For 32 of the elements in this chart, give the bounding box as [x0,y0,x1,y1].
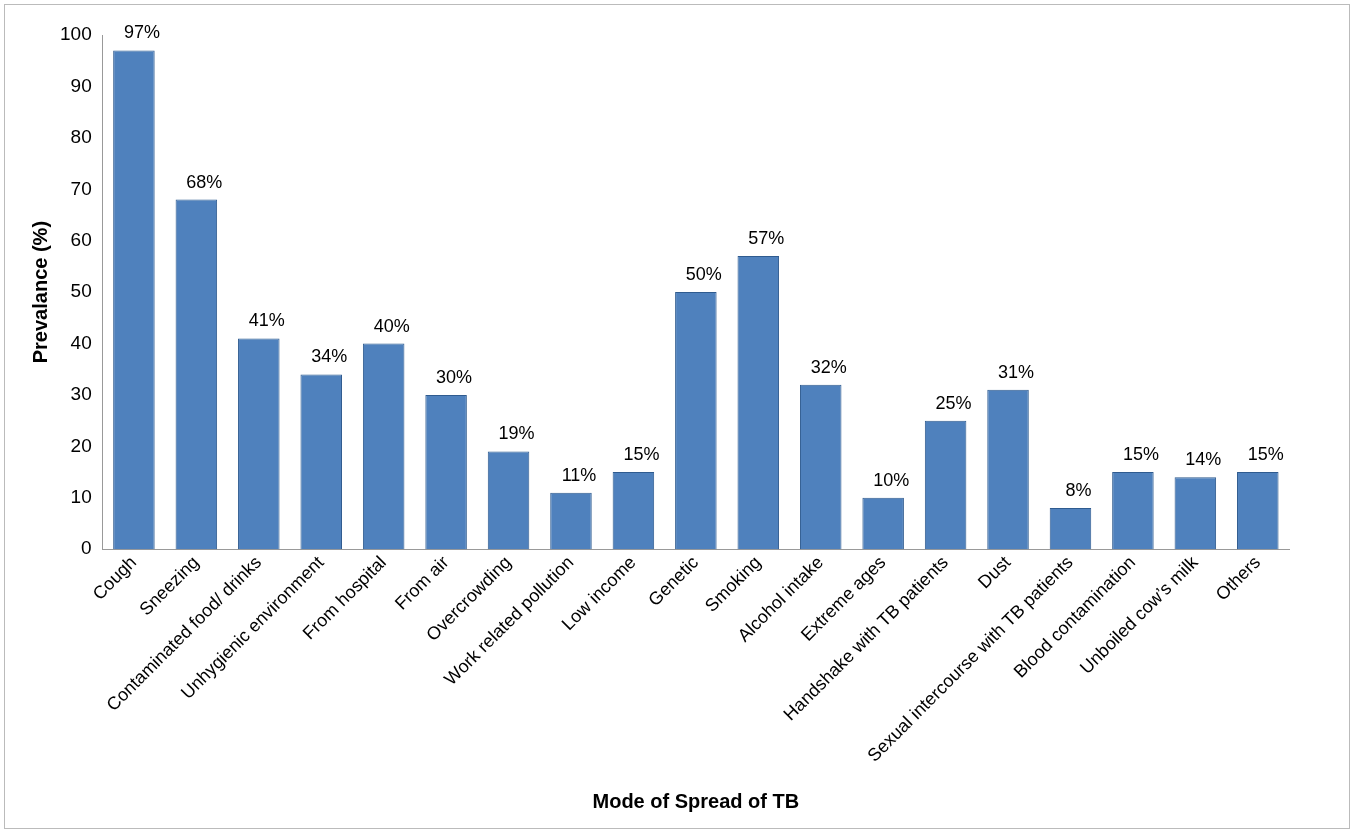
data-label: 15% [1122,444,1159,465]
y-tick-label: 30 [70,383,92,405]
data-label: 10% [873,469,910,490]
y-tick-label: 40 [70,331,92,353]
y-tick-label: 80 [70,126,92,148]
y-tick-label: 0 [81,537,92,559]
data-label: 68% [186,171,223,192]
data-label: 34% [311,346,348,367]
y-axis-title: Prevalance (%) [28,220,51,364]
data-label: 11% [561,464,597,485]
y-tick-label: 20 [70,434,92,456]
data-label: 31% [998,361,1035,382]
x-axis-title: Mode of Spread of TB [592,789,800,812]
y-tick-label: 100 [60,23,92,45]
data-label: 32% [810,356,847,377]
data-label: 15% [623,444,660,465]
y-tick-label: 70 [70,177,92,199]
data-label: 57% [748,228,785,249]
data-label: 30% [436,366,473,387]
data-label: 40% [373,315,410,336]
data-label: 19% [498,423,535,444]
y-tick-label: 90 [70,74,92,96]
data-label: 8% [1065,480,1092,501]
data-label: 25% [935,392,972,413]
y-tick-label: 10 [70,486,92,508]
data-label: 41% [248,310,285,331]
data-label: 97% [123,22,160,43]
data-label: 15% [1247,444,1284,465]
data-label: 50% [685,264,722,285]
y-tick-label: 50 [70,280,92,302]
y-tick-label: 60 [70,228,92,250]
data-label: 14% [1185,449,1222,470]
